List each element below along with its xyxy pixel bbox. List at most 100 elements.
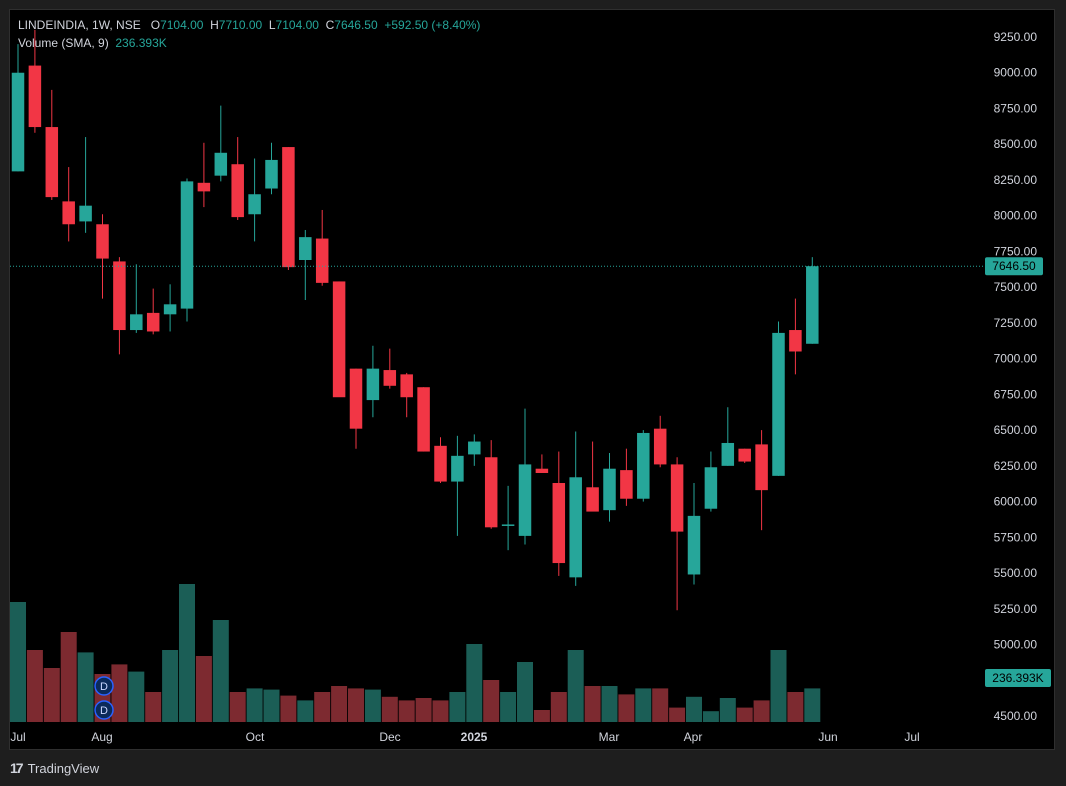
change-value: +592.50 (+8.40%) <box>384 18 481 32</box>
candle-body <box>45 127 59 198</box>
candle-body <box>569 477 582 578</box>
candle-body <box>79 205 92 222</box>
price-tick-label: 5000.00 <box>994 638 1038 652</box>
high-value: 7710.00 <box>218 18 263 32</box>
dividend-marker-label: D <box>100 705 108 717</box>
price-tick-label: 4500.00 <box>994 709 1038 723</box>
volume-bar <box>331 686 348 722</box>
volume-bar <box>195 656 212 722</box>
symbol-label[interactable]: LINDEINDIA, 1W, NSE <box>18 18 141 32</box>
volume-bar <box>449 692 466 722</box>
candle-body <box>366 368 380 401</box>
candle-body <box>332 281 346 398</box>
price-tick-label: 5750.00 <box>994 530 1038 544</box>
candle-body <box>62 201 75 225</box>
volume-bar <box>179 584 195 722</box>
volume-bar <box>381 696 398 722</box>
chart-legend: LINDEINDIA, 1W, NSE O7104.00 H7710.00 L7… <box>18 16 480 52</box>
volume-bar <box>500 692 517 722</box>
volume-bar <box>483 680 500 722</box>
volume-bar <box>229 692 246 722</box>
volume-bar <box>10 602 26 722</box>
time-tick-label: Mar <box>599 730 620 744</box>
time-tick-label: Oct <box>246 730 265 744</box>
candle-body <box>417 387 430 452</box>
candle-body <box>282 147 295 268</box>
volume-bar <box>635 688 652 722</box>
volume-bar <box>145 692 162 722</box>
dividend-markers[interactable]: DD <box>94 676 114 720</box>
volume-indicator-label[interactable]: Volume (SMA, 9) <box>18 36 109 50</box>
time-tick-label: Jul <box>10 730 25 744</box>
price-tick-label: 5250.00 <box>994 602 1038 616</box>
volume-bar <box>669 707 686 722</box>
volume-bar <box>212 620 229 722</box>
volume-bar <box>601 686 618 722</box>
volume-bar <box>246 688 263 722</box>
price-tick-label: 7500.00 <box>994 280 1038 294</box>
price-axis[interactable]: 9250.00 9000.00 8750.00 8500.00 8250.00 8000.… <box>994 30 1038 723</box>
candle-body <box>96 224 109 259</box>
candles-layer <box>11 29 819 611</box>
candle-body <box>197 182 211 192</box>
time-axis[interactable]: Jul Aug Oct Dec 2025 Mar Apr Jun Jul <box>10 730 919 744</box>
candle-body <box>113 261 126 331</box>
candle-body <box>299 237 312 260</box>
time-tick-label: Jul <box>904 730 919 744</box>
volume-bar <box>43 668 60 722</box>
volume-bar <box>128 671 145 722</box>
volume-bar <box>517 662 533 722</box>
candle-body <box>248 194 261 215</box>
volume-bar <box>432 700 449 722</box>
candle-body <box>755 444 768 491</box>
open-value: 7104.00 <box>160 18 204 32</box>
time-tick-label: Apr <box>684 730 703 744</box>
volume-bar <box>415 698 432 722</box>
close-key: C <box>325 18 335 32</box>
high-key: H <box>210 18 219 32</box>
candle-body <box>468 441 481 455</box>
candle-body <box>383 370 397 386</box>
volume-bar <box>77 652 94 722</box>
volume-bar <box>297 700 314 722</box>
last-price-badge: 7646.50 <box>985 257 1043 276</box>
volume-bar <box>466 644 483 722</box>
tradingview-logo-icon: 17 <box>10 760 24 776</box>
candle-body <box>434 445 447 482</box>
price-tick-label: 6500.00 <box>994 423 1038 437</box>
price-tick-label: 7750.00 <box>994 244 1038 258</box>
candle-body <box>214 152 228 176</box>
volume-bar <box>736 707 753 722</box>
ohlc-row: LINDEINDIA, 1W, NSE O7104.00 H7710.00 L7… <box>18 16 480 34</box>
volume-bar <box>652 688 669 722</box>
candle-body <box>637 432 650 499</box>
candle-body <box>315 238 329 283</box>
candle-body <box>738 448 751 462</box>
candle-body <box>620 470 633 499</box>
time-tick-label: Jun <box>818 730 837 744</box>
candle-body <box>146 312 160 332</box>
candle-body <box>231 164 244 218</box>
volume-bar <box>162 650 179 722</box>
volume-row: Volume (SMA, 9) 236.393K <box>18 34 480 52</box>
candle-body <box>535 468 549 473</box>
volume-bar <box>314 692 331 722</box>
candle-body <box>484 457 498 528</box>
candle-body <box>806 266 819 344</box>
candle-body <box>603 468 616 511</box>
candle-body <box>265 159 278 189</box>
low-value: 7104.00 <box>275 18 319 32</box>
candle-body <box>163 304 177 315</box>
volume-bar <box>770 650 787 722</box>
candle-body <box>670 464 684 532</box>
volume-bar <box>263 689 280 722</box>
volume-bar <box>533 710 550 722</box>
footer-brand[interactable]: 17 TradingView <box>10 760 99 776</box>
price-tick-label: 7000.00 <box>994 352 1038 366</box>
volume-bar <box>719 698 736 722</box>
volume-bar <box>111 664 128 722</box>
price-tick-label: 7250.00 <box>994 316 1038 330</box>
volume-value-label: 236.393K <box>992 671 1043 685</box>
last-price-label: 7646.50 <box>992 259 1036 273</box>
